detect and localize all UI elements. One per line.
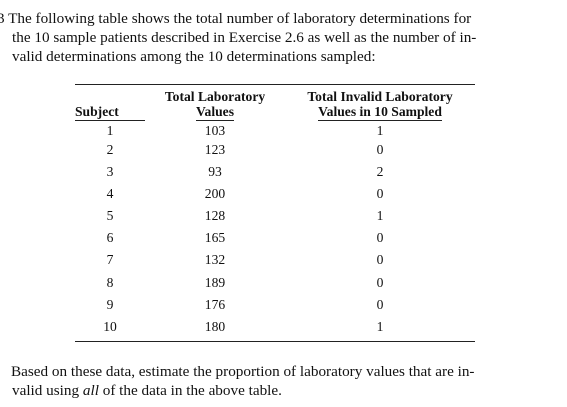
cell-total-values: 176 bbox=[204, 296, 226, 312]
cell-invalid-values: 0 bbox=[376, 142, 384, 157]
cell-subject: 10 bbox=[103, 318, 117, 334]
header-invalid-line-1: Total Invalid Laboratory bbox=[307, 89, 453, 104]
cell-subject: 7 bbox=[106, 252, 114, 268]
table-body: 1 103 1 2 123 0 3 93 2 4 200 0 5 128 1 6 165 0 7 132 0 8 189 0 9… bbox=[75, 123, 475, 338]
table-row: 10 180 1 bbox=[75, 316, 475, 338]
header-total-line-1: Total Laboratory bbox=[164, 89, 266, 104]
table-row: 1 103 1 bbox=[75, 123, 475, 139]
header-invalid-line-2: Values in 10 Sampled bbox=[318, 104, 442, 121]
table-row: 4 200 0 bbox=[75, 183, 475, 205]
table-row: 6 165 0 bbox=[75, 227, 475, 249]
header-total-line-2: Values bbox=[195, 104, 235, 121]
table-row: 8 189 0 bbox=[75, 272, 475, 294]
question-prefix: valid using bbox=[12, 382, 83, 399]
table-row: 9 176 0 bbox=[75, 294, 475, 316]
cell-subject: 6 bbox=[106, 230, 114, 246]
cell-invalid-values: 1 bbox=[376, 123, 384, 138]
problem-line-3: valid determinations among the 10 determ… bbox=[12, 48, 376, 65]
cell-invalid-values: 0 bbox=[376, 296, 384, 312]
cell-total-values: 180 bbox=[204, 318, 226, 334]
table-row: 7 132 0 bbox=[75, 249, 475, 271]
cell-total-values: 103 bbox=[204, 123, 226, 138]
cell-subject: 5 bbox=[106, 208, 114, 224]
question-emphasis: all bbox=[82, 382, 99, 399]
table-row: 2 123 0 bbox=[75, 139, 475, 161]
problem-line-2: the 10 sample patients described in Exer… bbox=[12, 29, 477, 46]
cell-invalid-values: 1 bbox=[376, 318, 384, 334]
table-top-rule bbox=[75, 84, 475, 85]
data-table: Total Laboratory Total Invalid Laborator… bbox=[75, 89, 475, 338]
cell-invalid-values: 0 bbox=[376, 252, 384, 268]
question-line-1: Based on these data, estimate the propor… bbox=[11, 363, 475, 380]
cell-subject: 1 bbox=[106, 123, 114, 138]
question-line-2: valid using all of the data in the above… bbox=[12, 381, 557, 400]
table-bottom-rule bbox=[75, 340, 475, 342]
cell-total-values: 128 bbox=[204, 208, 226, 224]
cell-subject: 3 bbox=[106, 164, 114, 180]
cell-total-values: 200 bbox=[204, 186, 226, 202]
cell-invalid-values: 0 bbox=[376, 186, 384, 202]
cell-invalid-values: 0 bbox=[376, 230, 384, 246]
cell-total-values: 132 bbox=[204, 252, 226, 268]
cell-invalid-values: 0 bbox=[376, 274, 384, 290]
problem-number: 3 bbox=[0, 10, 5, 27]
cell-total-values: 123 bbox=[204, 142, 226, 157]
problem-text-line-1: The following table shows the total numb… bbox=[8, 10, 472, 27]
problem-line-1: 3 The following table shows the total nu… bbox=[0, 9, 557, 28]
cell-invalid-values: 2 bbox=[376, 164, 384, 180]
cell-subject: 4 bbox=[106, 186, 114, 202]
table-header-row-1: Total Laboratory Total Invalid Laborator… bbox=[75, 89, 475, 104]
data-table-container: Total Laboratory Total Invalid Laborator… bbox=[75, 84, 475, 342]
cell-total-values: 165 bbox=[204, 230, 226, 246]
cell-subject: 2 bbox=[106, 142, 114, 157]
header-subject: Subject bbox=[75, 104, 145, 121]
question-suffix: of the data in the above table. bbox=[98, 382, 282, 399]
table-row: 3 93 2 bbox=[75, 161, 475, 183]
cell-subject: 8 bbox=[106, 274, 114, 290]
cell-total-values: 189 bbox=[204, 274, 226, 290]
problem-question: Based on these data, estimate the propor… bbox=[11, 362, 557, 400]
cell-invalid-values: 1 bbox=[376, 208, 384, 224]
table-row: 5 128 1 bbox=[75, 205, 475, 227]
cell-subject: 9 bbox=[106, 296, 114, 312]
cell-total-values: 93 bbox=[208, 164, 222, 180]
problem-statement: 3 The following table shows the total nu… bbox=[0, 9, 557, 66]
table-header-row-2: Subject Values Values in 10 Sampled bbox=[75, 104, 475, 123]
